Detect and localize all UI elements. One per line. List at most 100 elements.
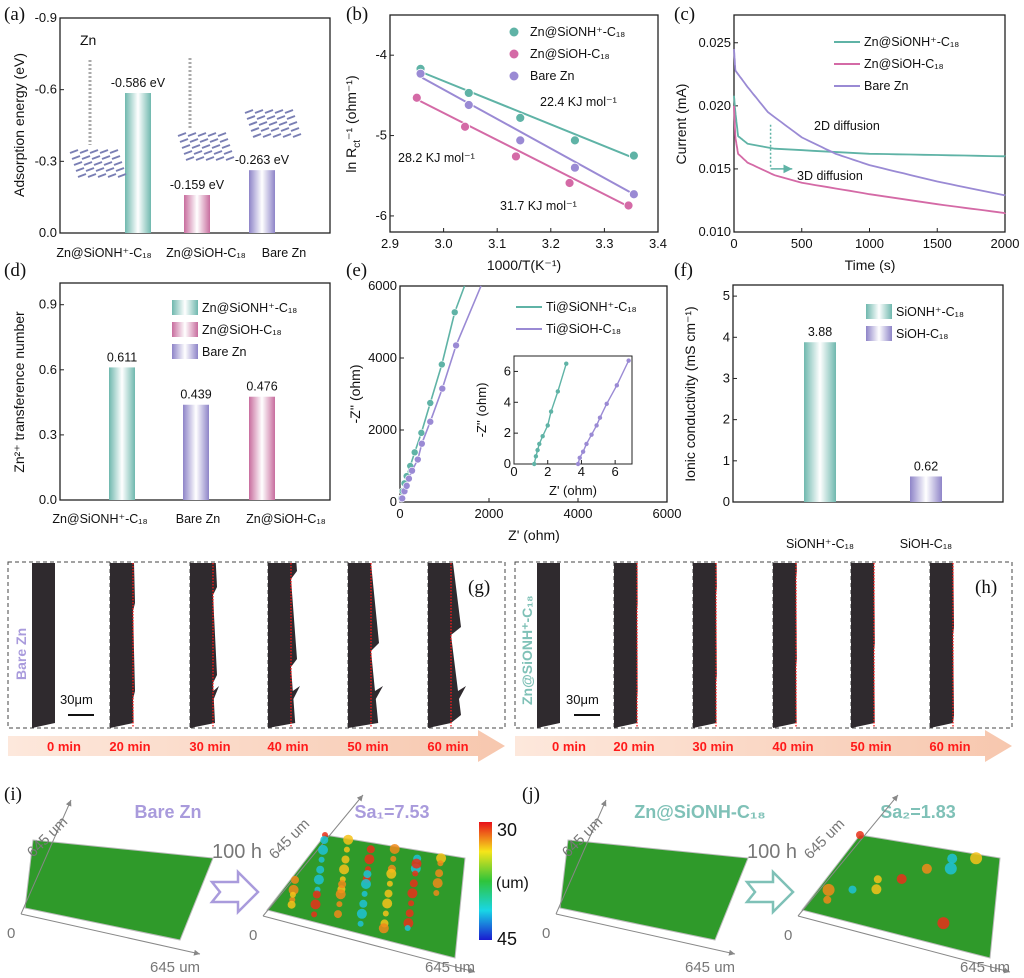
h-scale-bar	[574, 714, 600, 716]
zn-slab-atom	[115, 167, 125, 172]
e-inset-ytick-label: 0	[504, 456, 511, 471]
colorbar-min: 45	[497, 929, 517, 949]
zn-slab-atom	[107, 173, 117, 178]
i-roughness-blob	[357, 920, 364, 927]
b-point	[570, 162, 580, 173]
legend-label: Zn@SiOH-C₁₈	[202, 323, 282, 337]
j-roughness-blob	[896, 874, 907, 884]
j-title: Zn@SiONH-C₁₈	[634, 802, 765, 822]
i-roughness-blob	[386, 868, 397, 879]
zn-slab-atom	[221, 144, 231, 149]
a-bar	[125, 93, 151, 233]
b-ytick-label: -6	[375, 208, 387, 223]
zn-slab-atom	[205, 156, 215, 161]
zn-slab-atom	[85, 167, 95, 172]
j-roughness: Sa₂=1.83	[880, 802, 956, 822]
zn-slab-atom	[187, 132, 197, 137]
zn-slab-atom	[95, 167, 105, 172]
b-fit-line	[421, 76, 635, 196]
j-roughness-blob	[944, 862, 957, 875]
b-ytick-label: -4	[375, 47, 387, 62]
zn-slab-atom	[213, 150, 223, 155]
zn-slab-atom	[105, 167, 115, 172]
i-axis-x-label: 645 um	[425, 959, 475, 976]
a-annotation: Zn	[80, 32, 96, 48]
i-roughness-blob	[316, 865, 325, 874]
e-inset-point	[540, 434, 545, 439]
d-ytick-label: 0.9	[39, 297, 57, 312]
h-time-label: 20 min	[613, 739, 654, 754]
e-ytick-label: 2000	[368, 422, 397, 437]
e-point	[418, 439, 426, 448]
i-roughness-blob	[287, 900, 296, 909]
e-inset-point	[548, 409, 554, 414]
b-fit-line	[416, 98, 632, 209]
zn-slab-atom	[103, 161, 113, 166]
e-point	[413, 455, 422, 464]
b-point	[415, 68, 426, 79]
e-inset-point	[555, 389, 561, 394]
g-time-label: 20 min	[109, 739, 150, 754]
f-ytick-label: 3	[723, 370, 730, 385]
zn-slab-atom	[87, 173, 97, 178]
i-roughness-blob	[334, 910, 342, 919]
a-ytick-label: -0.9	[35, 10, 57, 25]
b-point	[623, 200, 634, 211]
legend-swatch	[172, 322, 198, 337]
j-axis-y	[797, 794, 899, 917]
panel-label-b: (b)	[346, 4, 368, 25]
i-roughness-blob	[405, 909, 414, 918]
h-time-label: 50 min	[850, 739, 891, 754]
i-roughness-blob	[382, 898, 393, 909]
i-roughness-blob	[433, 890, 440, 896]
zn-slab-atom	[286, 115, 296, 120]
zn-slab-atom	[197, 132, 207, 137]
j-axis-y-label: 645 um	[801, 815, 848, 862]
b-point	[460, 121, 470, 132]
h-time-label: 40 min	[772, 739, 813, 754]
f-bar-value: 3.88	[808, 325, 832, 339]
zn-slab-atom	[272, 133, 282, 138]
zn-slab-atom	[79, 149, 89, 154]
g-electrode-strip	[32, 563, 55, 728]
f-category-label: SiOH-C₁₈	[900, 537, 952, 551]
j-roughness-blob	[921, 863, 932, 874]
j-axis-x	[555, 913, 736, 956]
e-plot-area	[399, 285, 668, 503]
e-inset-xtick-label: 2	[544, 464, 551, 479]
i-axis-x	[20, 913, 201, 956]
j-axis-y	[555, 799, 607, 915]
c-xtick-label: 500	[791, 236, 813, 251]
zn-slab-atom	[109, 149, 119, 154]
e-inset-point	[614, 383, 620, 388]
zn-slab-atom	[179, 138, 189, 143]
j-roughness-blob	[970, 852, 983, 865]
i-roughness-blob	[364, 854, 375, 865]
f-ytick-label: 2	[723, 412, 730, 427]
zn-slab-atom	[199, 138, 209, 143]
d-bar-value: 0.439	[180, 388, 211, 402]
zn-slab-atom	[268, 121, 278, 126]
j-roughness-blob	[873, 875, 882, 884]
h-electrode-strip	[851, 563, 875, 728]
zn-slab-atom	[77, 173, 87, 178]
d-bar-value: 0.611	[107, 350, 137, 364]
e-xlabel: Z' (ohm)	[508, 527, 560, 543]
i-arrow-icon	[209, 868, 260, 916]
i-roughness-blob	[339, 864, 350, 875]
i-roughness-blob	[366, 845, 375, 854]
i-roughness-blob	[361, 879, 371, 889]
c-xtick-label: 1500	[923, 236, 952, 251]
i-roughness-blob	[384, 889, 393, 898]
b-xtick-label: 3.1	[488, 236, 506, 251]
e-point	[402, 481, 411, 490]
i-roughness-blob	[313, 874, 324, 885]
e-inset-xlabel: Z' (ohm)	[549, 483, 597, 498]
j-surface-after	[801, 834, 1001, 959]
i-roughness-blob	[359, 899, 368, 908]
e-point	[426, 417, 435, 426]
e-inset-point	[537, 441, 542, 447]
b-xtick-label: 3.2	[542, 236, 560, 251]
zn-slab-atom	[258, 121, 268, 126]
legend-swatch	[172, 300, 198, 315]
